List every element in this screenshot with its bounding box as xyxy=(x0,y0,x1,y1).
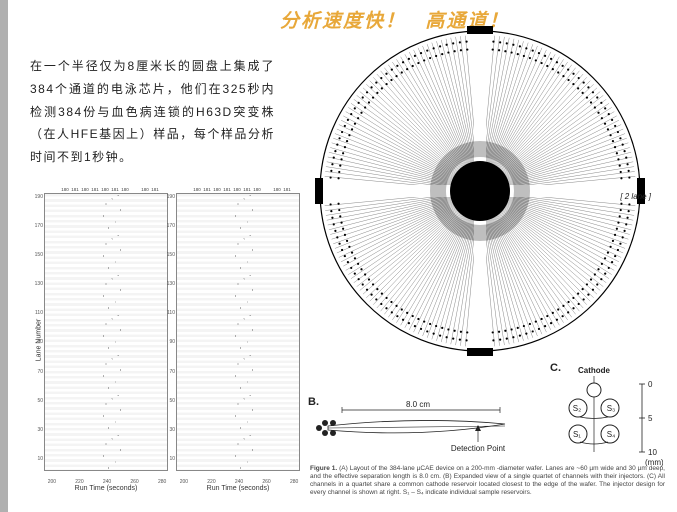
wafer-tab-top xyxy=(467,26,493,34)
trace-noise xyxy=(177,194,299,470)
electropherogram-panel-b: 1030507090110130150170190 20022024026028… xyxy=(176,193,300,471)
caption-lead: Figure 1. xyxy=(310,465,337,472)
s2-label: S₂ xyxy=(573,404,581,413)
wafer-disc: [ 2 lane ] xyxy=(315,26,645,356)
body-paragraph: 在一个半径仅为8厘米长的圆盘上集成了384个通道的电泳芯片，他们在325秒内检测… xyxy=(30,55,275,169)
cathode-label: Cathode xyxy=(578,366,611,375)
wafer-bracket-label: [ 2 lane ] xyxy=(620,192,651,201)
caption-body: (A) Layout of the 384-lane µCAE device o… xyxy=(310,465,665,496)
panel-b-svg: 8.0 cm Detection Point xyxy=(310,400,520,455)
scale-0: 0 xyxy=(648,380,653,389)
panel-b: B. 8.0 cm Detection Point xyxy=(310,400,520,455)
panel-c-svg: Cathode S₂ S₃ S₁ S₄ 0 5 10 (mm) xyxy=(548,362,663,467)
electropherogram-panel-a: 1030507090110130150170190 20022024026028… xyxy=(44,193,168,471)
trace-noise xyxy=(45,194,167,470)
wafer-tab-left xyxy=(315,178,323,204)
panel-b-letter: B. xyxy=(308,396,319,408)
injector-dot xyxy=(316,425,322,431)
detection-label: Detection Point xyxy=(451,444,506,453)
scale-5: 5 xyxy=(648,414,653,423)
injector-dot xyxy=(330,430,336,436)
scale-10: 10 xyxy=(648,448,657,457)
panel-c: C. Cathode S₂ S₃ S₁ S₄ 0 5 10 (mm) xyxy=(548,362,663,467)
wafer-figure: [ 2 lane ] xyxy=(305,26,660,406)
ep-yticks-b: 1030507090110130150170190 xyxy=(163,194,175,470)
panel-c-letter: C. xyxy=(550,362,561,374)
cathode-reservoir xyxy=(587,383,601,397)
injector-dot xyxy=(330,420,336,426)
ep-xlabel-a: Run Time (seconds) xyxy=(45,485,167,492)
s4-label: S₄ xyxy=(607,430,616,439)
ep-top-ticks-a: 180181180181180181180180181 xyxy=(45,187,167,195)
ep-xlabel-b: Run Time (seconds) xyxy=(177,485,299,492)
wafer-svg xyxy=(315,26,645,356)
s1-label: S₁ xyxy=(573,430,581,439)
wafer-center-hub xyxy=(450,161,510,221)
injector-dot xyxy=(322,420,328,426)
width-label: 8.0 cm xyxy=(406,400,430,409)
ep-top-ticks-b: 180181180181180181180180181 xyxy=(177,187,299,195)
page-left-bar xyxy=(0,0,8,512)
injector-dot xyxy=(322,430,328,436)
s3-label: S₃ xyxy=(607,404,616,413)
electropherogram-figure: Lane Number 1030507090110130150170190 20… xyxy=(30,185,295,495)
ep-yticks-a: 1030507090110130150170190 xyxy=(31,194,43,470)
figure-caption: Figure 1. (A) Layout of the 384-lane µCA… xyxy=(310,465,665,498)
wafer-tab-bottom xyxy=(467,348,493,356)
